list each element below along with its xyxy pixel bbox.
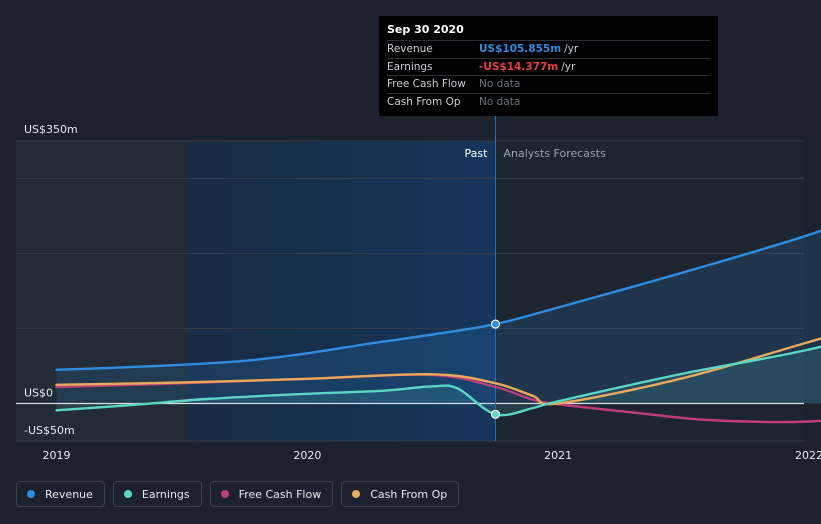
tooltip-label: Revenue — [387, 43, 433, 56]
x-axis-tick: 2021 — [544, 449, 572, 462]
tooltip-label: Cash From Op — [387, 95, 461, 108]
legend-dot-icon — [352, 490, 361, 498]
area-earnings — [56, 346, 821, 416]
past-label: Past — [465, 147, 489, 160]
line-cash-from-op — [55, 337, 821, 406]
tooltip-row-revenue: Revenue US$105.855m /yr — [387, 40, 710, 58]
legend-item-revenue[interactable]: Revenue — [16, 481, 105, 507]
legend-item-cash-from-op[interactable]: Cash From Op — [341, 481, 460, 507]
tooltip-value: US$105.855m — [479, 43, 562, 56]
tooltip-row-earnings: Earnings -US$14.377m /yr — [387, 57, 710, 76]
tooltip-label: Free Cash Flow — [387, 78, 466, 91]
legend-item-free-cash-flow[interactable]: Free Cash Flow — [209, 481, 334, 507]
marker-revenue — [490, 319, 501, 329]
x-axis-tick: 2022 — [795, 449, 821, 462]
chart-legend: Revenue Earnings Free Cash Flow Cash Fro… — [16, 481, 460, 507]
x-axis-tick: 2020 — [293, 449, 321, 462]
past-band — [188, 141, 496, 441]
y-axis-label: US$350m — [24, 123, 78, 136]
legend-item-earnings[interactable]: Earnings — [112, 481, 202, 507]
tooltip-label: Earnings — [387, 60, 433, 73]
data-tooltip: Sep 30 2020 Revenue US$105.855m /yr Earn… — [379, 16, 718, 116]
y-axis-label: -US$50m — [24, 424, 75, 437]
legend-dot-icon — [123, 490, 132, 498]
financials-chart: US$350m US$0 -US$50m 2019 2020 2021 2022 Past An… — [16, 16, 821, 462]
y-axis-label: US$0 — [24, 387, 53, 400]
legend-label: Earnings — [141, 487, 190, 501]
area-revenue — [56, 230, 821, 404]
forecast-label: Analysts Forecasts — [503, 147, 606, 160]
legend-dot-icon — [27, 490, 35, 498]
early-past-band — [16, 141, 188, 441]
legend-label: Cash From Op — [370, 487, 448, 501]
tooltip-unit: /yr — [564, 43, 579, 56]
tooltip-date: Sep 30 2020 — [387, 23, 464, 36]
x-axis-tick: 2019 — [43, 449, 71, 462]
tooltip-unit: /yr — [561, 60, 576, 73]
marker-earnings — [490, 409, 501, 419]
tooltip-row-free-cash-flow: Free Cash Flow No data — [387, 75, 710, 93]
tooltip-value: No data — [479, 95, 521, 108]
legend-dot-icon — [220, 490, 229, 498]
legend-label: Free Cash Flow — [238, 487, 322, 501]
tooltip-value: No data — [479, 78, 521, 91]
tooltip-value: -US$14.377m — [479, 60, 559, 73]
legend-label: Revenue — [45, 487, 93, 501]
tooltip-row-cash-from-op: Cash From Op No data — [387, 92, 710, 111]
